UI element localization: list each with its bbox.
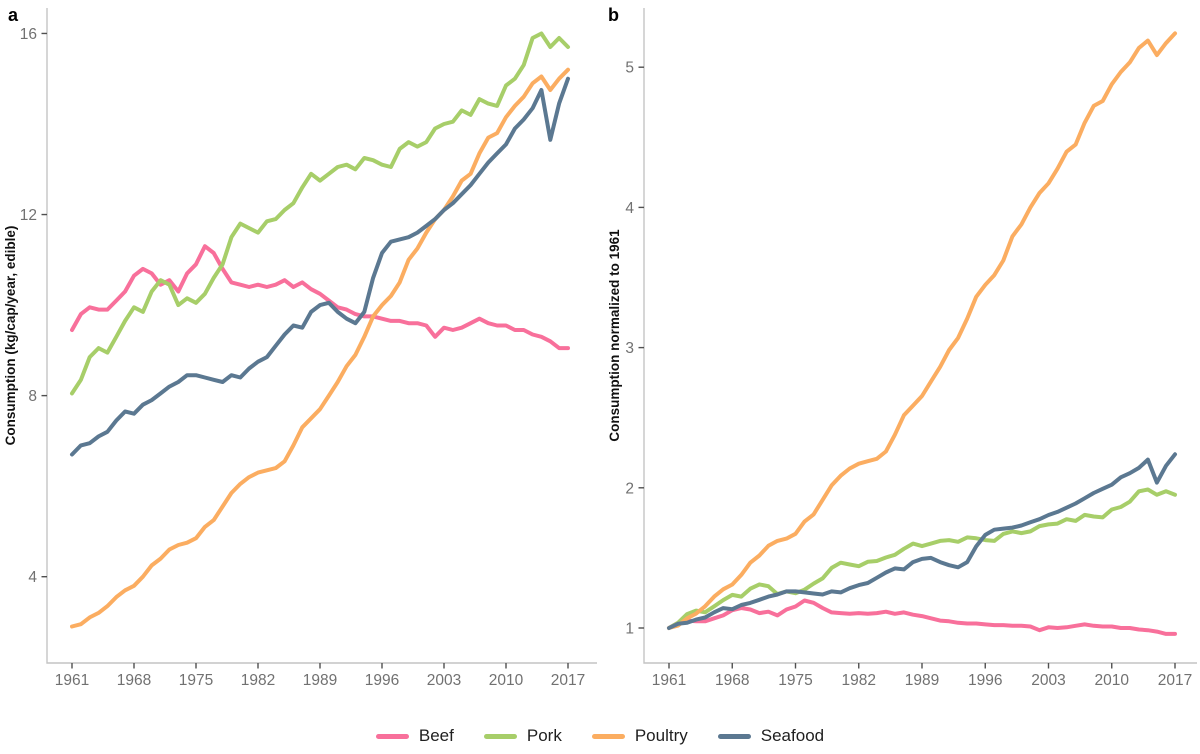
axis-lines <box>643 8 1197 664</box>
x-tick-label: 1968 <box>715 672 749 689</box>
x-tick-label: 2003 <box>427 672 461 689</box>
axis-lines <box>46 8 597 664</box>
legend-label-beef: Beef <box>418 726 454 745</box>
x-tick-label: 1975 <box>179 672 213 689</box>
y-tick-label: 4 <box>28 569 37 586</box>
series-line-beef <box>70 244 570 351</box>
x-tick-label: 2003 <box>1031 672 1065 689</box>
panel-b-chart: 1961 1968 1975 1982 1989 1996 2003 2010 2017 1 2 3 4… <box>607 5 1197 689</box>
pork-line-key-icon <box>483 733 517 739</box>
panel-label-b: b <box>608 5 619 25</box>
legend-item-pork: Pork <box>483 726 562 746</box>
legend-label-pork: Pork <box>526 726 562 745</box>
series-line-seafood <box>667 452 1177 630</box>
legend-item-seafood: Seafood <box>717 726 825 746</box>
series-line-seafood <box>70 76 570 457</box>
y-tick-label: 2 <box>625 480 634 497</box>
y-tick-label: 8 <box>28 388 37 405</box>
series-line-pork <box>70 31 570 396</box>
panel-a-chart: 1961 1968 1975 1982 1989 1996 2003 2010 2017 4 8 12… <box>3 5 597 689</box>
x-tick-label: 1989 <box>303 672 337 689</box>
legend-label-poultry: Poultry <box>634 726 688 745</box>
x-tick-label: 2010 <box>489 672 524 689</box>
legend-item-beef: Beef <box>375 726 454 746</box>
y-tick-label: 5 <box>625 60 634 77</box>
y-tick-label: 3 <box>625 340 634 357</box>
x-tick-label: 1989 <box>905 672 939 689</box>
x-tick-label: 1961 <box>652 672 686 689</box>
series-line-poultry <box>70 67 570 629</box>
y-axis-title: Consumption (kg/cap/year, edible) <box>3 226 18 446</box>
legend-label-seafood: Seafood <box>760 726 825 745</box>
x-tick-label: 2010 <box>1095 672 1130 689</box>
x-tick-label: 1996 <box>365 672 399 689</box>
y-tick-label: 16 <box>20 26 37 43</box>
y-tick-label: 1 <box>625 621 634 638</box>
legend: Beef Pork Poultry Seafood <box>0 718 1200 754</box>
x-tick-label: 1996 <box>968 672 1002 689</box>
y-tick-label: 12 <box>20 207 37 224</box>
series-line-poultry <box>667 31 1177 630</box>
poultry-line-key-icon <box>591 733 625 739</box>
x-tick-label: 1961 <box>55 672 89 689</box>
panel-label-a: a <box>8 5 19 25</box>
x-tick-label: 2017 <box>1158 672 1192 689</box>
seafood-line-key-icon <box>717 733 751 739</box>
x-tick-label: 1968 <box>117 672 151 689</box>
series-line-beef <box>667 598 1177 636</box>
legend-item-poultry: Poultry <box>591 726 688 746</box>
x-tick-label: 1982 <box>241 672 275 689</box>
y-tick-label: 4 <box>625 200 634 217</box>
x-tick-label: 1982 <box>842 672 876 689</box>
x-tick-label: 2017 <box>551 672 585 689</box>
y-axis-title: Consumption normalized to 1961 <box>607 229 622 442</box>
x-tick-label: 1975 <box>778 672 812 689</box>
beef-line-key-icon <box>375 733 409 739</box>
series-line-pork <box>667 487 1177 630</box>
